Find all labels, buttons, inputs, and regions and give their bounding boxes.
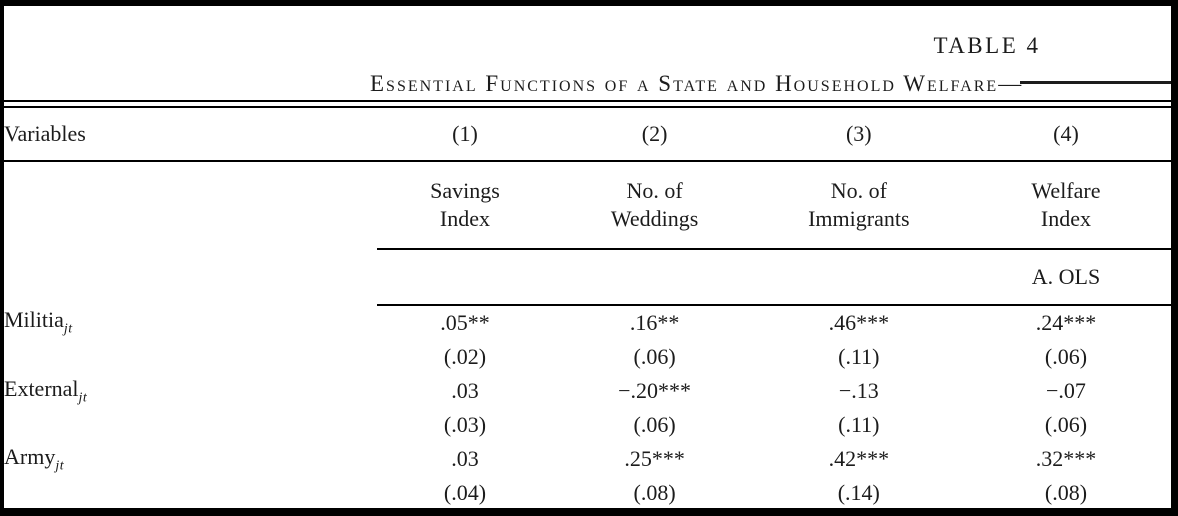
variable-label: Militiajt [4, 305, 377, 340]
coefficient-cell: .24*** [1035, 310, 1097, 335]
std-error-cell: (.11) [838, 412, 880, 437]
variable-name: Army [4, 443, 56, 469]
variable-subscript: jt [55, 458, 65, 474]
variable-subscript: jt [63, 321, 73, 337]
regression-table: Variables (1) (2) (3) (4) Savings Index … [4, 108, 1171, 508]
coefficient-row-militia: Militiajt .05** .16** .46*** .24*** [4, 305, 1171, 340]
column-number-header: (2) [552, 108, 757, 162]
title-continuation-dash [1020, 81, 1171, 84]
std-error-cell: (.06) [633, 344, 676, 369]
coefficient-cell: .42*** [828, 446, 890, 471]
std-error-row-army: (.04) (.08) (.14) (.08) [4, 476, 1171, 508]
variable-label: Armyjt [4, 442, 377, 476]
column-number-header: (3) [756, 108, 961, 162]
empty-cell [4, 340, 377, 374]
std-error-cell: (.08) [633, 480, 676, 505]
empty-cell [756, 249, 961, 306]
empty-cell [552, 249, 757, 306]
column-number-row: Variables (1) (2) (3) (4) [4, 108, 1171, 162]
coefficient-cell: .46*** [828, 310, 890, 335]
table-number: TABLE 4 [933, 33, 1041, 58]
dep-var-line: Immigrants [808, 206, 910, 231]
coefficient-cell: −.07 [1046, 378, 1086, 403]
variable-name: Militia [4, 307, 64, 333]
empty-cell [377, 249, 553, 306]
coefficient-cell: .25*** [624, 446, 685, 471]
dep-var-header-row: Savings Index No. of Weddings No. of Imm… [4, 161, 1171, 250]
dep-var-header: Savings Index [377, 161, 553, 250]
variables-header: Variables [4, 108, 378, 162]
column-number-header: (4) [960, 108, 1171, 162]
coefficient-cell: −.13 [838, 378, 879, 403]
std-error-row-external: (.03) (.06) (.11) (.06) [4, 408, 1171, 442]
dep-var-line: Index [439, 206, 490, 231]
dep-var-line: Index [1040, 206, 1091, 231]
variable-label: Externaljt [4, 374, 377, 408]
coefficient-cell: .05** [440, 310, 490, 335]
coefficient-cell: .32*** [1035, 446, 1097, 471]
table-title-row: Essential Functions of a State and House… [370, 71, 1171, 96]
dep-var-line: Welfare [1031, 178, 1101, 203]
empty-cell [4, 249, 377, 305]
panel-label: A. OLS [960, 249, 1171, 306]
dep-var-header: Welfare Index [960, 161, 1171, 250]
panel-label-row: A. OLS [4, 249, 1171, 306]
std-error-cell: (.08) [1044, 480, 1088, 505]
coefficient-row-army: Armyjt .03 .25*** .42*** .32*** [4, 442, 1171, 476]
coefficient-cell: .16** [629, 310, 680, 335]
dep-var-line: No. of [830, 178, 887, 203]
column-number-header: (1) [377, 108, 553, 162]
dep-var-header: No. of Weddings [552, 161, 757, 250]
coefficient-row-external: Externaljt .03 −.20*** −.13 −.07 [4, 374, 1171, 408]
std-error-row-militia: (.02) (.06) (.11) (.06) [4, 340, 1171, 374]
empty-cell [4, 476, 377, 508]
coefficient-cell: .03 [451, 446, 479, 471]
variable-subscript: jt [78, 390, 88, 406]
empty-cell [4, 408, 377, 442]
std-error-cell: (.04) [443, 480, 487, 505]
table-caption: TABLE 4 Essential Functions of a State a… [4, 6, 1171, 100]
std-error-cell: (.11) [838, 344, 880, 369]
dep-var-header: No. of Immigrants [756, 161, 961, 250]
std-error-cell: (.02) [443, 344, 487, 369]
std-error-cell: (.06) [1044, 412, 1088, 437]
double-rule [4, 100, 1171, 108]
dep-var-line: No. of [626, 178, 683, 203]
coefficient-cell: .03 [451, 378, 479, 403]
dep-var-line: Weddings [610, 206, 699, 231]
variable-name: External [4, 375, 79, 401]
std-error-cell: (.06) [1044, 344, 1088, 369]
coefficient-cell: −.20*** [618, 378, 692, 403]
empty-cell [4, 161, 377, 249]
std-error-cell: (.14) [837, 480, 880, 505]
table-title: Essential Functions of a State and House… [370, 71, 1024, 96]
std-error-cell: (.03) [443, 412, 487, 437]
std-error-cell: (.06) [633, 412, 676, 437]
dep-var-line: Savings [430, 178, 500, 203]
